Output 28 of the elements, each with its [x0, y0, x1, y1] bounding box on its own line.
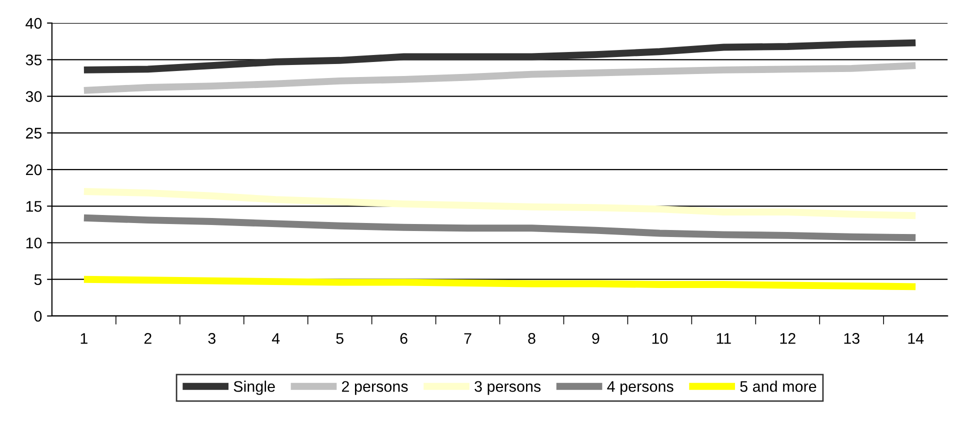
- legend-label: 3 persons: [474, 381, 541, 395]
- y-tick-label: 10: [26, 238, 42, 248]
- y-tick-label: 15: [26, 201, 42, 212]
- x-tick-label: 10: [652, 333, 668, 344]
- y-tick-label: 20: [26, 164, 42, 176]
- x-tick-label: 8: [528, 333, 536, 344]
- legend-label: 2 persons: [342, 381, 408, 395]
- x-tick-label: 6: [400, 333, 408, 344]
- x-tick-label: 5: [336, 333, 344, 344]
- y-tick-label: 35: [26, 54, 42, 66]
- y-tick-label: 30: [26, 91, 42, 102]
- x-tick-label: 11: [716, 333, 731, 344]
- y-tick-label: 25: [26, 128, 42, 139]
- x-tick-label: 1: [80, 333, 88, 344]
- x-tick-label: 14: [908, 333, 924, 344]
- x-tick-label: 3: [208, 333, 216, 344]
- y-tick-label: 5: [34, 274, 42, 286]
- x-tick-label: 9: [592, 333, 600, 344]
- legend-label: 4 persons: [607, 381, 674, 395]
- legend-label: Single: [234, 380, 275, 395]
- x-tick-label: 13: [844, 333, 860, 344]
- x-tick-label: 7: [464, 333, 472, 344]
- x-tick-label: 2: [144, 333, 152, 344]
- legend-label: 5 and more: [740, 380, 816, 392]
- x-tick-label: 12: [780, 333, 796, 344]
- y-tick-label: 40: [26, 18, 42, 29]
- x-tick-label: 4: [272, 333, 280, 344]
- y-tick-label: 0: [34, 310, 42, 322]
